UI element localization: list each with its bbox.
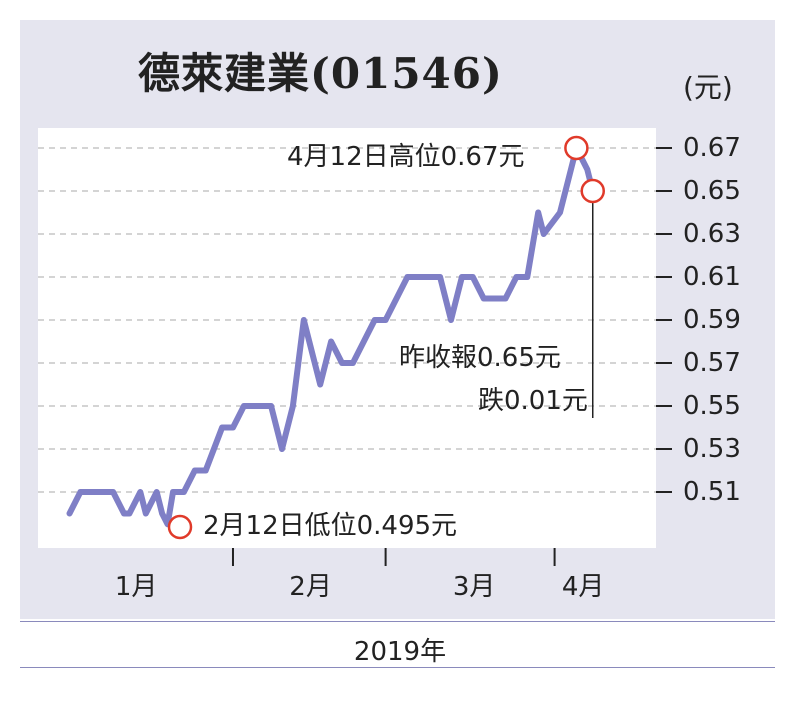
footer-rule-top bbox=[20, 621, 775, 622]
x-axis-title: 2019年 bbox=[353, 637, 447, 667]
y-tick-label: 0.51 bbox=[683, 477, 741, 507]
y-tick-label: 0.63 bbox=[683, 219, 741, 249]
close-annotation-price: 昨收報0.65元 bbox=[399, 343, 561, 373]
low-annotation: 2月12日低位0.495元 bbox=[203, 511, 458, 541]
price-line bbox=[66, 145, 596, 528]
y-unit-label: (元) bbox=[683, 71, 733, 104]
close-annotation-change: 跌0.01元 bbox=[478, 386, 588, 416]
y-tick-label: 0.55 bbox=[683, 391, 741, 421]
close-marker bbox=[580, 178, 605, 204]
y-tick-label: 0.67 bbox=[683, 133, 741, 163]
y-tick-label: 0.61 bbox=[683, 262, 741, 292]
high-annotation: 4月12日高位0.67元 bbox=[287, 142, 525, 172]
x-tick-label: 3月 bbox=[452, 572, 496, 602]
low-marker bbox=[167, 514, 193, 540]
x-tick-label: 4月 bbox=[561, 572, 605, 602]
chart-title: 德萊建業(01546) bbox=[138, 49, 503, 98]
y-tick-label: 0.57 bbox=[683, 348, 741, 378]
x-tick-label: 1月 bbox=[114, 572, 158, 602]
y-tick-label: 0.59 bbox=[683, 305, 741, 335]
plot-area bbox=[38, 128, 656, 548]
high-marker bbox=[564, 135, 589, 161]
y-tick-label: 0.65 bbox=[683, 176, 741, 206]
y-tick-label: 0.53 bbox=[683, 434, 741, 464]
footer-rule-bottom bbox=[20, 667, 775, 668]
x-tick-label: 2月 bbox=[289, 572, 332, 602]
